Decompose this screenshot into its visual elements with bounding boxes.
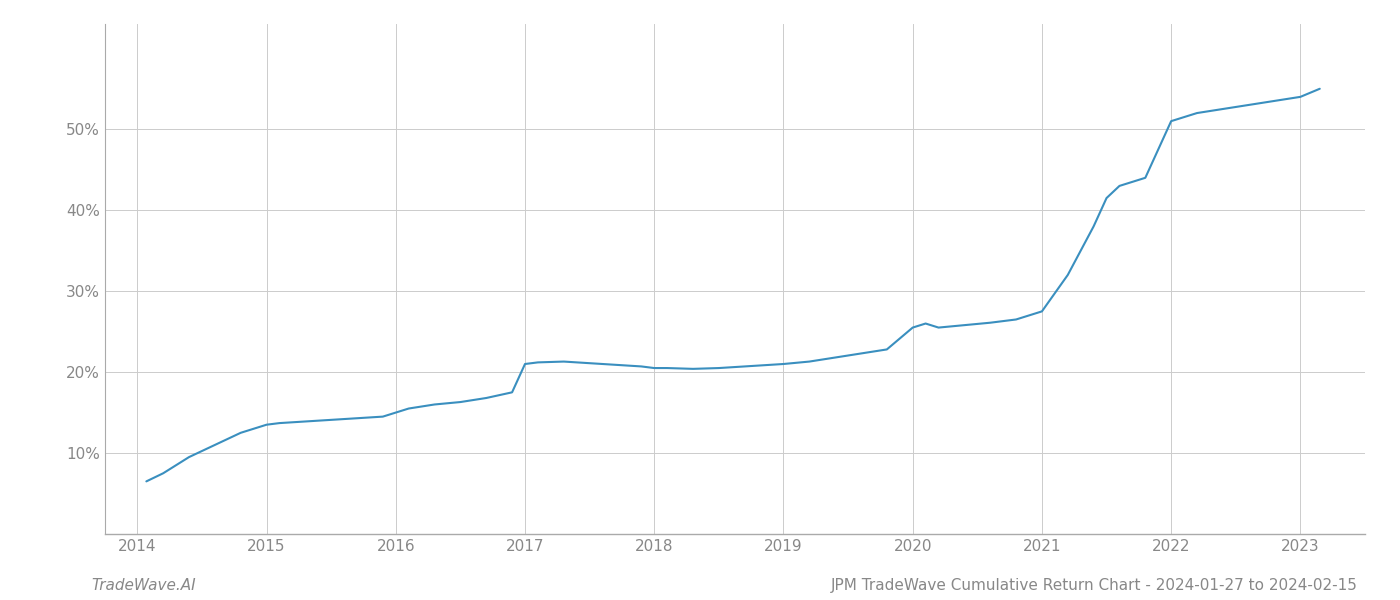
Text: JPM TradeWave Cumulative Return Chart - 2024-01-27 to 2024-02-15: JPM TradeWave Cumulative Return Chart - … [832,578,1358,593]
Text: TradeWave.AI: TradeWave.AI [91,578,196,593]
